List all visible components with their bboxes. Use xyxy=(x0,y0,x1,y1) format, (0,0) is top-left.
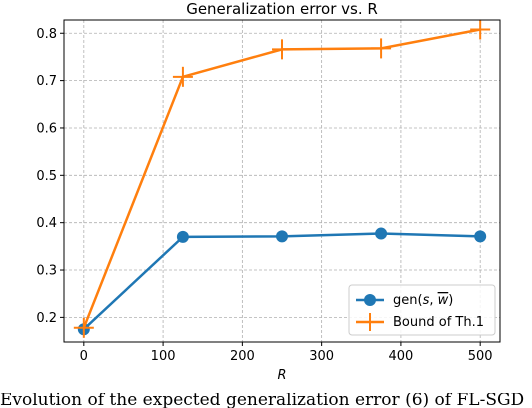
y-tick-label: 0.5 xyxy=(36,169,57,184)
legend-gen-var-w: w xyxy=(438,293,449,308)
x-axis: 0 100 200 300 400 500 xyxy=(80,342,493,364)
legend-label-gen: gen(s, w) xyxy=(393,293,453,308)
legend-gen-var-s: s xyxy=(423,293,430,308)
data-point-bound xyxy=(172,66,193,87)
data-point-gen xyxy=(375,227,388,240)
x-tick-label: 200 xyxy=(230,349,255,364)
legend-gen-sep: , xyxy=(429,293,437,308)
y-axis: 0.2 0.3 0.4 0.5 0.6 0.7 0.8 xyxy=(36,27,64,326)
legend-box xyxy=(348,284,496,336)
data-point-bound xyxy=(470,19,491,40)
x-tick-label: 300 xyxy=(309,349,334,364)
data-point-gen xyxy=(176,230,189,243)
legend-gen-prefix: gen( xyxy=(393,293,423,308)
figure-caption: Evolution of the expected generalization… xyxy=(0,393,525,408)
y-tick-label: 0.3 xyxy=(36,264,57,279)
y-tick-label: 0.4 xyxy=(36,216,57,231)
data-point-bound xyxy=(371,38,392,59)
plot-frame xyxy=(63,19,501,343)
x-axis-label: R xyxy=(277,368,286,383)
legend-marker-gen xyxy=(364,294,376,306)
y-tick-label: 0.2 xyxy=(36,311,57,326)
data-point-bound xyxy=(73,317,94,338)
grid xyxy=(64,20,500,342)
y-tick-label: 0.7 xyxy=(36,74,57,89)
legend-label-bound: Bound of Th.1 xyxy=(393,315,484,330)
x-tick-label: 0 xyxy=(80,349,88,364)
plot-series xyxy=(73,19,491,338)
legend-gen-suffix: ) xyxy=(448,293,453,308)
chart-title: Generalization error vs. R xyxy=(186,0,378,18)
data-point-bound xyxy=(272,39,292,60)
data-point-gen xyxy=(276,230,288,243)
data-point-gen xyxy=(474,230,487,243)
y-tick-label: 0.6 xyxy=(36,121,57,136)
series-line-bound xyxy=(82,28,481,329)
x-tick-label: 400 xyxy=(388,349,413,364)
chart: Generalization error vs. R 0 100 200 300 400… xyxy=(36,0,501,383)
x-tick-label: 100 xyxy=(151,349,176,364)
legend: gen(s, w) Bound of Th.1 xyxy=(348,284,496,336)
y-tick-label: 0.8 xyxy=(36,27,57,42)
x-tick-label: 500 xyxy=(468,349,493,364)
